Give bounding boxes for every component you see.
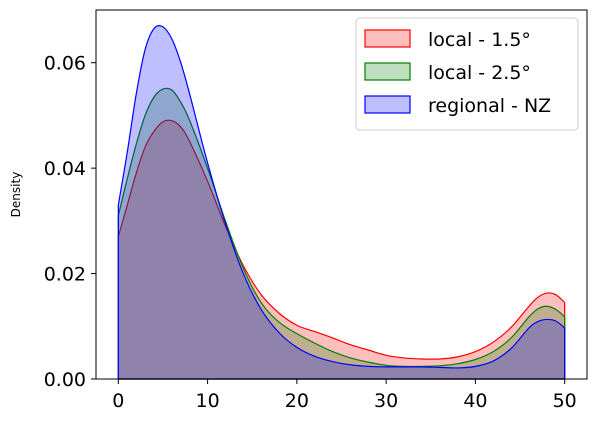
density-area-local-2-5 [117, 87, 566, 380]
x-tick-label: 10 [195, 390, 219, 412]
density-area-local-1-5 [117, 119, 566, 380]
y-tick-label: 0.04 [44, 158, 86, 180]
legend-label-regional-nz: regional - NZ [428, 95, 551, 117]
y-tick-label: 0.06 [44, 53, 86, 75]
y-tick-label: 0.02 [44, 264, 86, 286]
x-tick-label: 20 [285, 390, 309, 412]
y-axis-ticks: 0.00 0.02 0.04 0.06 [44, 53, 96, 391]
axes-border [95, 9, 588, 380]
x-tick-label: 40 [463, 390, 487, 412]
legend-label-local-2-5: local - 2.5° [428, 62, 531, 84]
density-areas [117, 24, 566, 380]
y-axis-label: Density [9, 172, 23, 218]
x-tick-label: 30 [374, 390, 398, 412]
legend-label-local-1-5: local - 1.5° [428, 29, 531, 51]
legend-swatch-regional-nz [364, 95, 411, 114]
x-tick-label: 50 [553, 390, 577, 412]
legend: local - 1.5° local - 2.5° regional - NZ [355, 17, 579, 131]
legend-box [355, 17, 579, 131]
plot-frame [95, 9, 588, 380]
x-tick-label: 0 [112, 390, 124, 412]
x-axis-ticks: 0 10 20 30 40 50 [112, 379, 577, 412]
legend-swatch-local-2-5 [364, 62, 411, 81]
legend-swatch-local-1-5 [364, 29, 411, 48]
y-tick-label: 0.00 [44, 369, 86, 391]
density-area-regional-nz [117, 24, 566, 380]
